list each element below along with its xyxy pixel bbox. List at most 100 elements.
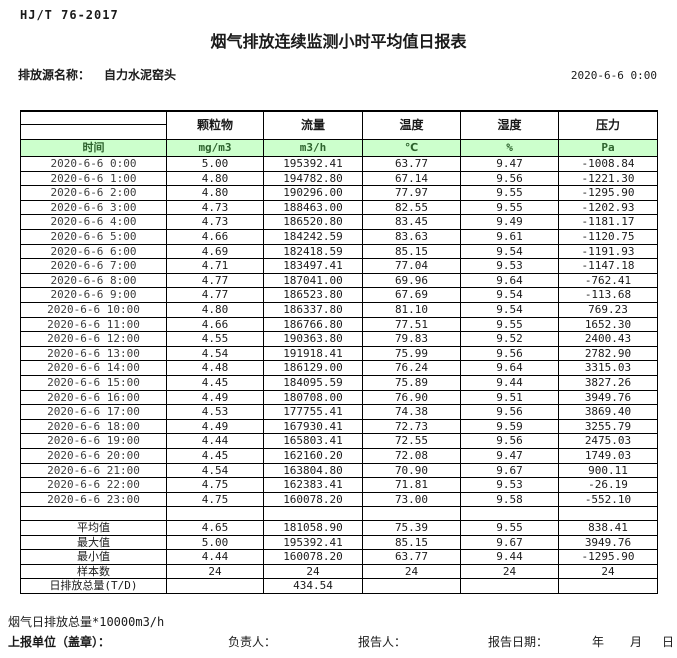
value-cell: -26.19 [558, 477, 658, 493]
value-cell: -1221.30 [558, 170, 658, 187]
value-cell: 186129.00 [263, 360, 363, 376]
empty-cell [263, 506, 363, 521]
row-time-cell: 2020-6-6 5:00 [20, 229, 167, 245]
value-cell: 3255.79 [558, 418, 658, 435]
value-cell: 186523.80 [263, 287, 363, 304]
value-cell: 2475.03 [558, 433, 658, 449]
value-cell: 67.69 [362, 287, 461, 304]
column-header-pressure: 压力 [558, 110, 658, 141]
value-cell: 4.65 [166, 519, 264, 536]
reporter-label: 报告人： [358, 635, 407, 649]
table-row: 2020-6-6 16:00 4.49 180708.00 76.90 9.51 3949… [20, 389, 658, 406]
row-time-cell: 2020-6-6 21:00 [20, 462, 167, 479]
value-cell: 4.73 [166, 214, 264, 231]
value-cell: 24 [166, 563, 264, 580]
value-cell: 9.67 [460, 534, 559, 551]
row-time-cell: 2020-6-6 17:00 [20, 404, 167, 420]
column-header-humidity: 湿度 [460, 110, 559, 141]
value-cell: 70.90 [362, 462, 461, 479]
value-cell: 9.55 [460, 316, 559, 333]
value-cell: 73.00 [362, 491, 461, 508]
value-cell: 81.10 [362, 302, 461, 318]
row-label-cell: 平均值 [20, 519, 167, 536]
row-time-cell: 2020-6-6 8:00 [20, 272, 167, 289]
spacer-row [20, 506, 658, 521]
value-cell: 9.55 [460, 199, 559, 216]
value-cell: 9.56 [460, 404, 559, 420]
value-cell: 184095.59 [263, 375, 363, 391]
value-cell: 4.53 [166, 404, 264, 420]
value-cell [362, 578, 461, 594]
value-cell: 181058.90 [263, 519, 363, 536]
value-cell: 3949.76 [558, 534, 658, 551]
value-cell: 4.80 [166, 170, 264, 187]
value-cell: 9.56 [460, 345, 559, 362]
value-cell: 74.38 [362, 404, 461, 420]
summary-row: 样本数 24 24 24 24 24 [20, 563, 658, 580]
row-time-cell: 2020-6-6 6:00 [20, 243, 167, 260]
value-cell: 9.64 [460, 272, 559, 289]
value-cell: 4.66 [166, 316, 264, 333]
source-label: 排放源名称： [18, 68, 91, 82]
value-cell: 4.80 [166, 185, 264, 201]
value-cell: 434.54 [263, 578, 363, 594]
unit-flow: m3/h [263, 139, 363, 158]
value-cell: -1181.17 [558, 214, 658, 231]
value-cell: 9.53 [460, 258, 559, 274]
value-cell: -762.41 [558, 272, 658, 289]
value-cell: 162383.41 [263, 477, 363, 493]
value-cell: 190363.80 [263, 331, 363, 347]
value-cell: -1202.93 [558, 199, 658, 216]
value-cell: 85.15 [362, 243, 461, 260]
summary-row: 最大值 5.00 195392.41 85.15 9.67 3949.76 [20, 534, 658, 551]
value-cell: 9.56 [460, 433, 559, 449]
row-time-cell: 2020-6-6 9:00 [20, 287, 167, 304]
table-row: 2020-6-6 8:00 4.77 187041.00 69.96 9.64 -762.… [20, 272, 658, 289]
value-cell: 2400.43 [558, 331, 658, 347]
table-row: 2020-6-6 10:00 4.80 186337.80 81.10 9.54 769.… [20, 302, 658, 318]
value-cell: 72.08 [362, 447, 461, 464]
value-cell: 9.47 [460, 156, 559, 172]
table-row: 2020-6-6 5:00 4.66 184242.59 83.63 9.61 -1120… [20, 229, 658, 245]
value-cell: 195392.41 [263, 156, 363, 172]
value-cell: 3315.03 [558, 360, 658, 376]
pollutant-header-row: 颗粒物 流量 温度 湿度 压力 [20, 110, 658, 141]
value-cell [460, 578, 559, 594]
value-cell: 1749.03 [558, 447, 658, 464]
value-cell: 4.49 [166, 418, 264, 435]
value-cell: 24 [460, 563, 559, 580]
row-time-cell: 2020-6-6 2:00 [20, 185, 167, 201]
value-cell: 24 [263, 563, 363, 580]
column-header-particulate: 颗粒物 [166, 110, 264, 141]
value-cell: 4.49 [166, 389, 264, 406]
value-cell: 186766.80 [263, 316, 363, 333]
row-time-cell: 2020-6-6 3:00 [20, 199, 167, 216]
value-cell: 9.58 [460, 491, 559, 508]
table-row: 2020-6-6 3:00 4.73 188463.00 82.55 9.55 -1202… [20, 199, 658, 216]
value-cell: 769.23 [558, 302, 658, 318]
table-row: 2020-6-6 6:00 4.69 182418.59 85.15 9.54 -1191… [20, 243, 658, 260]
value-cell: 162160.20 [263, 447, 363, 464]
value-cell: 4.54 [166, 345, 264, 362]
value-cell: 186337.80 [263, 302, 363, 318]
value-cell: 4.55 [166, 331, 264, 347]
row-time-cell: 2020-6-6 12:00 [20, 331, 167, 347]
column-header-flow: 流量 [263, 110, 363, 141]
header-empty-cell-bottom [20, 124, 167, 141]
value-cell: 4.66 [166, 229, 264, 245]
empty-cell [362, 506, 461, 521]
value-cell: 5.00 [166, 156, 264, 172]
value-cell: 4.73 [166, 199, 264, 216]
value-cell: 165803.41 [263, 433, 363, 449]
value-cell: 75.39 [362, 519, 461, 536]
value-cell: 9.52 [460, 331, 559, 347]
value-cell: 184242.59 [263, 229, 363, 245]
unit-particulate: mg/m3 [166, 139, 264, 158]
row-time-cell: 2020-6-6 7:00 [20, 258, 167, 274]
reporting-unit-label: 上报单位（盖章）： [8, 635, 111, 649]
value-cell: 180708.00 [263, 389, 363, 406]
manager-label: 负责人： [228, 635, 277, 649]
value-cell: 9.44 [460, 375, 559, 391]
table-row: 2020-6-6 4:00 4.73 186520.80 83.45 9.49 -1181… [20, 214, 658, 231]
empty-cell [460, 506, 559, 521]
